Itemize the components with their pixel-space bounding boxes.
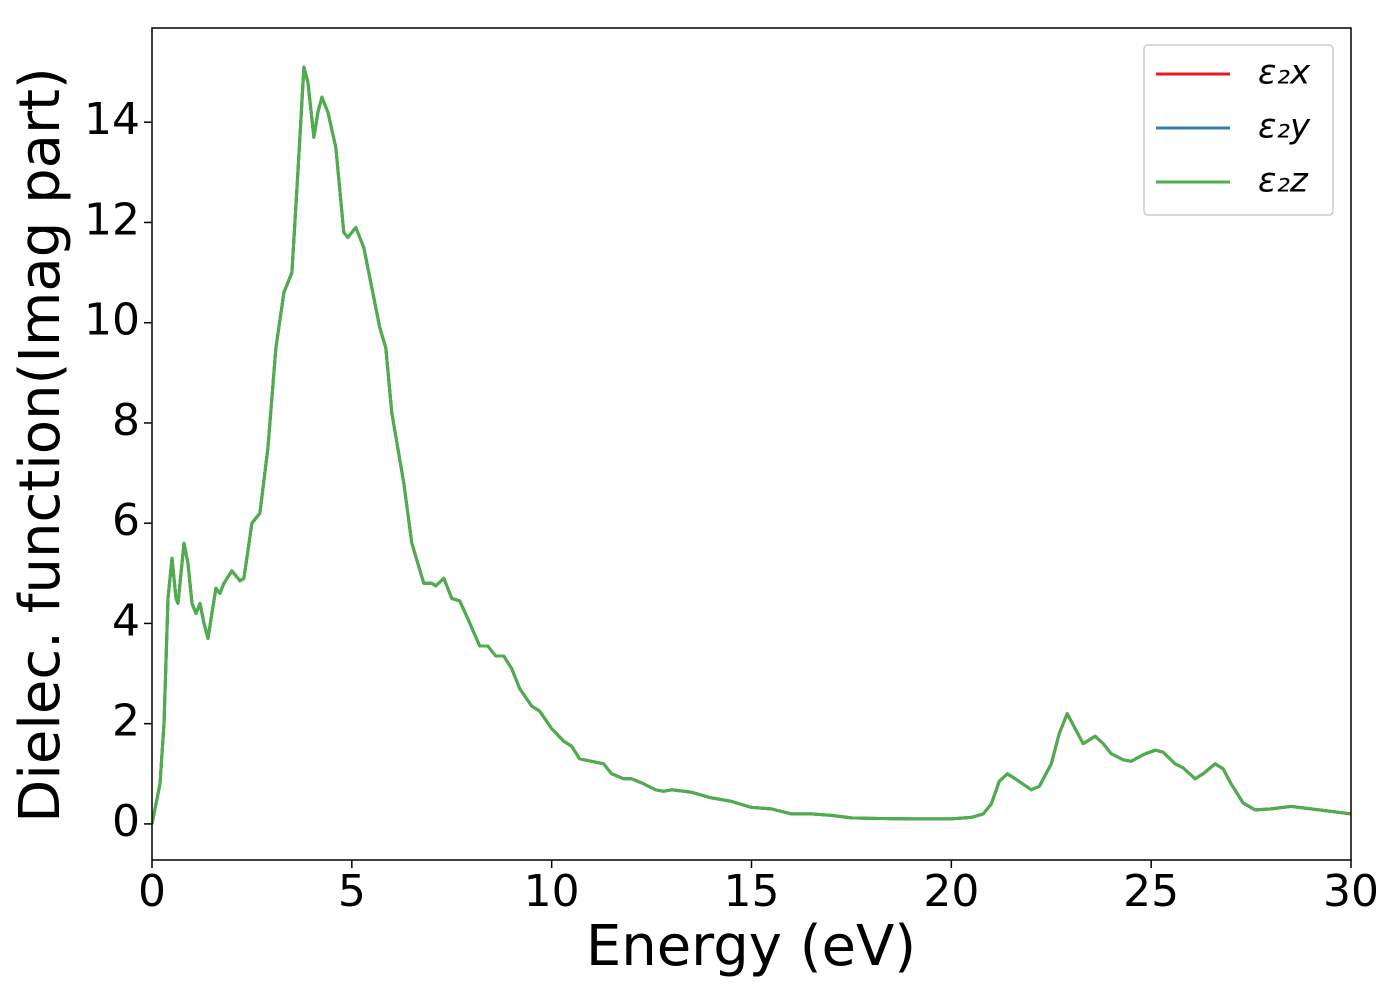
y-tick-label: 10 [84, 295, 140, 346]
y-axis-label: Dielec. function(Imag part) [8, 67, 73, 823]
y-tick-label: 4 [112, 595, 140, 646]
x-tick-label: 25 [1123, 866, 1179, 917]
x-tick-label: 15 [724, 866, 780, 917]
y-tick-label: 14 [84, 94, 140, 145]
legend-label: ε₂y [1258, 107, 1311, 147]
legend-box [1143, 44, 1334, 216]
x-tick-label: 20 [923, 866, 979, 917]
legend-label: ε₂z [1258, 161, 1309, 201]
y-tick-label: 12 [84, 194, 140, 245]
plot-frame [151, 27, 1352, 861]
x-tick-label: 30 [1323, 866, 1379, 917]
x-axis-label: Energy (eV) [586, 914, 916, 979]
x-tick-label: 0 [138, 866, 166, 917]
y-tick-label: 0 [112, 796, 140, 847]
y-tick-label: 2 [112, 696, 140, 747]
x-tick-label: 5 [338, 866, 366, 917]
y-tick-label: 6 [112, 495, 140, 546]
series-line [152, 65, 1351, 825]
x-tick-label: 10 [524, 866, 580, 917]
legend-label: ε₂x [1258, 53, 1311, 93]
y-tick-label: 8 [112, 395, 140, 446]
